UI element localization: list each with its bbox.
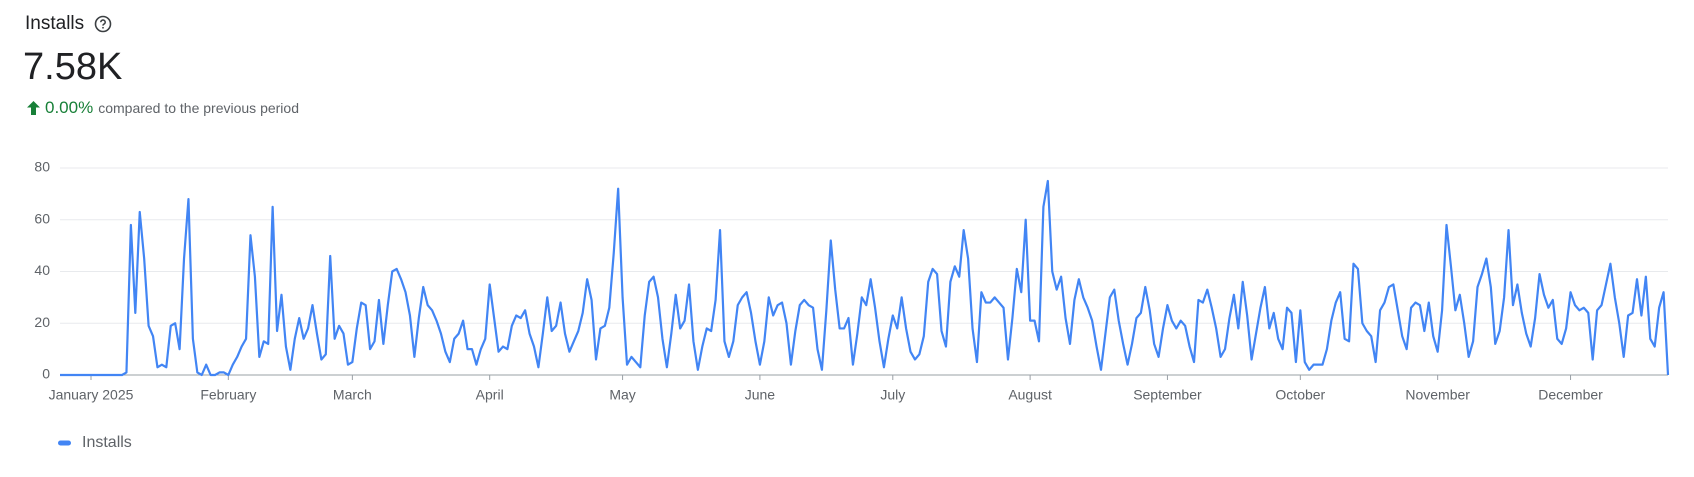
x-tick-label: April: [476, 387, 504, 403]
y-tick-label: 40: [34, 262, 50, 278]
x-tick-label: November: [1405, 387, 1470, 403]
x-tick-label: August: [1008, 387, 1052, 403]
x-tick-label: January 2025: [49, 387, 134, 403]
change-row: 0.00% compared to the previous period: [27, 98, 299, 118]
x-tick-label: September: [1133, 387, 1202, 403]
comparison-text: compared to the previous period: [98, 100, 299, 116]
legend-swatch: [58, 440, 71, 446]
up-arrow: [27, 101, 40, 115]
x-tick-label: May: [609, 387, 635, 403]
y-tick-label: 0: [42, 366, 50, 382]
title-row: Installs: [25, 13, 112, 35]
help-icon[interactable]: [94, 15, 112, 33]
series-line: [60, 179, 1670, 377]
y-tick-label: 20: [34, 314, 50, 330]
x-tick-label: July: [880, 387, 905, 403]
x-tick-label: October: [1275, 387, 1325, 403]
x-tick-label: February: [200, 387, 256, 403]
title: Installs: [25, 13, 85, 34]
change-value: 0.00%: [45, 98, 94, 117]
x-tick-label: March: [333, 387, 372, 403]
y-tick-label: 80: [34, 159, 50, 175]
y-tick-label: 60: [34, 210, 50, 226]
legend-label: Installs: [82, 434, 132, 451]
x-tick-label: December: [1538, 387, 1603, 403]
x-tick-label: June: [745, 387, 776, 403]
kpi-value: 7.58K: [23, 46, 123, 88]
